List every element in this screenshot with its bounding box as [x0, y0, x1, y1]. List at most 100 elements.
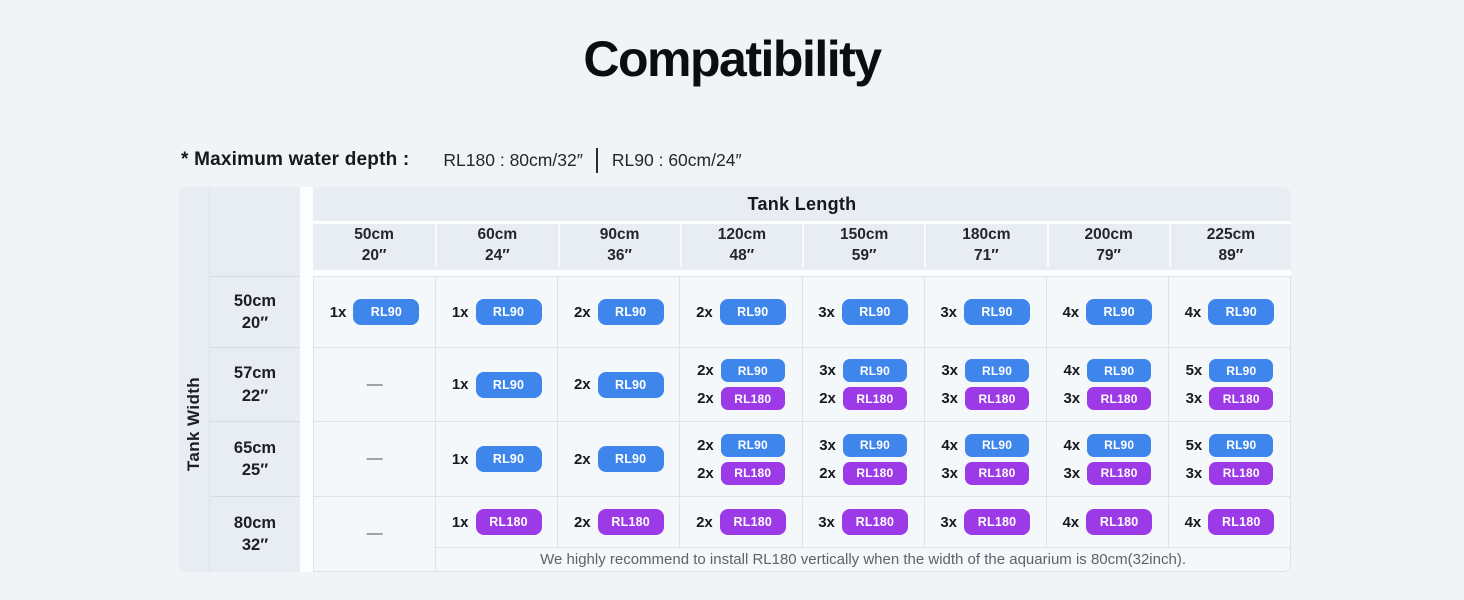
fixture-badge-rl180: RL180: [965, 387, 1030, 410]
row-header-cm: 57cm: [233, 364, 277, 383]
row-header-inch: 22″: [241, 386, 269, 405]
fixture-badge-rl90: RL90: [841, 299, 908, 325]
column-header-inch: 89″: [1218, 246, 1244, 264]
column-header-inch: 48″: [729, 246, 755, 264]
page-title: Compatibility: [583, 31, 882, 87]
fixture-line: 3x RL180: [1063, 387, 1152, 410]
fixture-badge-rl180: RL180: [964, 509, 1031, 535]
fixture-count: 2x: [696, 513, 713, 531]
fixture-count: 4x: [1063, 436, 1081, 454]
fixture-badge-rl180: RL180: [1209, 387, 1274, 410]
fixture-badge-rl180: RL180: [719, 509, 786, 535]
cell-50cm-x-50cm: 1x RL90: [314, 277, 436, 347]
fixture-badge-rl180: RL180: [841, 509, 908, 535]
vertical-install-note: We highly recommend to install RL180 ver…: [436, 548, 1290, 571]
cell-50cm-x-60cm: 1x RL90: [436, 277, 558, 347]
divider-line: [595, 147, 598, 173]
fixture-count: 4x: [1184, 303, 1202, 321]
fixture-count: 3x: [941, 464, 959, 482]
row-header-57cm: 57cm 22″: [210, 347, 300, 421]
fixture-count: 3x: [940, 303, 958, 321]
column-header-cm: 200cm: [1084, 225, 1133, 243]
column-header-inch: 71″: [974, 246, 999, 264]
max-water-depth-label: * Maximum water depth :: [181, 149, 410, 170]
column-header-cm: 90cm: [599, 225, 640, 243]
fixture-badge-rl180: RL180: [597, 509, 664, 535]
fixture-count: 3x: [941, 390, 959, 407]
not-applicable-dash: —: [366, 450, 383, 467]
cell-57cm-x-225cm: 5x RL90 3x RL180: [1168, 348, 1290, 421]
fixture-badge-rl90: RL90: [475, 446, 542, 472]
fixture-line: 3x RL90: [819, 359, 907, 382]
fixture-line: 2x RL90: [574, 446, 664, 472]
fixture-line: 2x RL180: [696, 509, 786, 535]
fixture-line: 3x RL180: [941, 461, 1030, 485]
fixture-line: 3x RL180: [941, 387, 1030, 410]
fixture-badge-rl90: RL90: [597, 446, 664, 472]
rl180-depth-spec: RL180 : 80cm/32″: [443, 149, 583, 170]
fixture-line: 5x RL90: [1186, 433, 1274, 457]
fixture-line: 3x RL180: [1185, 461, 1274, 485]
fixture-count: 2x: [819, 464, 836, 482]
compatibility-data-grid: 1x RL90 1x RL90 2x RL90 2x RL90 3x RL90 3x RL90 4x RL…: [313, 276, 1291, 572]
fixture-line: 2x RL180: [697, 461, 785, 485]
fixture-count: 3x: [818, 513, 835, 531]
fixture-badge-rl90: RL90: [1209, 359, 1274, 382]
column-header-cm: 50cm: [354, 225, 394, 243]
cell-50cm-x-90cm: 2x RL90: [558, 277, 680, 347]
fixture-badge-rl90: RL90: [1209, 433, 1274, 457]
fixture-badge-rl90: RL90: [475, 299, 542, 325]
fixture-badge-rl90: RL90: [597, 371, 664, 398]
cell-80cm-x-90cm: 2x RL180: [558, 497, 680, 547]
fixture-badge-rl90: RL90: [720, 359, 785, 382]
fixture-badge-rl180: RL180: [1209, 461, 1274, 485]
fixture-badge-rl90: RL90: [597, 299, 664, 325]
fixture-line: 2x RL180: [819, 387, 907, 410]
row-header-65cm: 65cm 25″: [210, 421, 300, 496]
fixture-count: 2x: [697, 362, 714, 379]
cell-57cm-x-60cm: 1x RL90: [436, 348, 558, 421]
fixture-line: 4x RL90: [1062, 299, 1153, 325]
fixture-badge-rl90: RL90: [1086, 299, 1153, 325]
fixture-badge-rl90: RL90: [1208, 299, 1275, 325]
fixture-count: 2x: [573, 513, 591, 531]
fixture-badge-rl90: RL90: [842, 433, 907, 457]
fixture-count: 2x: [573, 376, 591, 393]
fixture-line: 1x RL90: [330, 299, 420, 325]
column-header-cm: 150cm: [839, 225, 889, 243]
fixture-badge-rl180: RL180: [720, 387, 785, 410]
fixture-count: 2x: [696, 303, 713, 321]
fixture-line: 3x RL180: [818, 509, 908, 535]
tank-width-label-column: Tank Width: [178, 187, 210, 572]
cell-80cm-x-50cm: —: [314, 497, 436, 571]
fixture-line: 4x RL90: [1063, 433, 1152, 457]
fixture-count: 3x: [819, 436, 836, 454]
fixture-count: 4x: [941, 436, 959, 454]
fixture-count: 3x: [1185, 464, 1203, 482]
fixture-line: 3x RL180: [1063, 461, 1152, 485]
fixture-count: 2x: [697, 390, 714, 407]
column-header-50cm: 50cm 20″: [313, 224, 435, 267]
row-header-cm: 80cm: [233, 513, 277, 532]
fixture-count: 3x: [940, 513, 958, 531]
fixture-line: 1x RL90: [452, 446, 542, 472]
fixture-line: 2x RL180: [697, 387, 785, 410]
fixture-line: 2x RL180: [574, 509, 664, 535]
fixture-badge-rl90: RL90: [965, 359, 1030, 382]
fixture-line: 2x RL90: [697, 359, 785, 382]
fixture-line: 4x RL90: [1185, 299, 1275, 325]
column-header-cm: 120cm: [717, 225, 766, 243]
table-gap-horizontal: [313, 270, 1291, 276]
cell-57cm-x-90cm: 2x RL90: [558, 348, 680, 421]
cell-80cm-x-180cm: 3x RL180: [924, 497, 1046, 547]
fixture-badge-rl90: RL90: [964, 299, 1031, 325]
fixture-line: 3x RL180: [940, 509, 1031, 535]
fixture-count: 2x: [573, 450, 591, 468]
fixture-badge-rl90: RL90: [475, 371, 542, 398]
column-header-inch: 20″: [361, 246, 387, 264]
row-header-inch: 20″: [241, 314, 269, 332]
fixture-line: 3x RL90: [818, 299, 908, 325]
fixture-badge-rl180: RL180: [720, 461, 785, 485]
not-applicable-dash: —: [366, 375, 383, 393]
cell-50cm-x-180cm: 3x RL90: [924, 277, 1046, 347]
